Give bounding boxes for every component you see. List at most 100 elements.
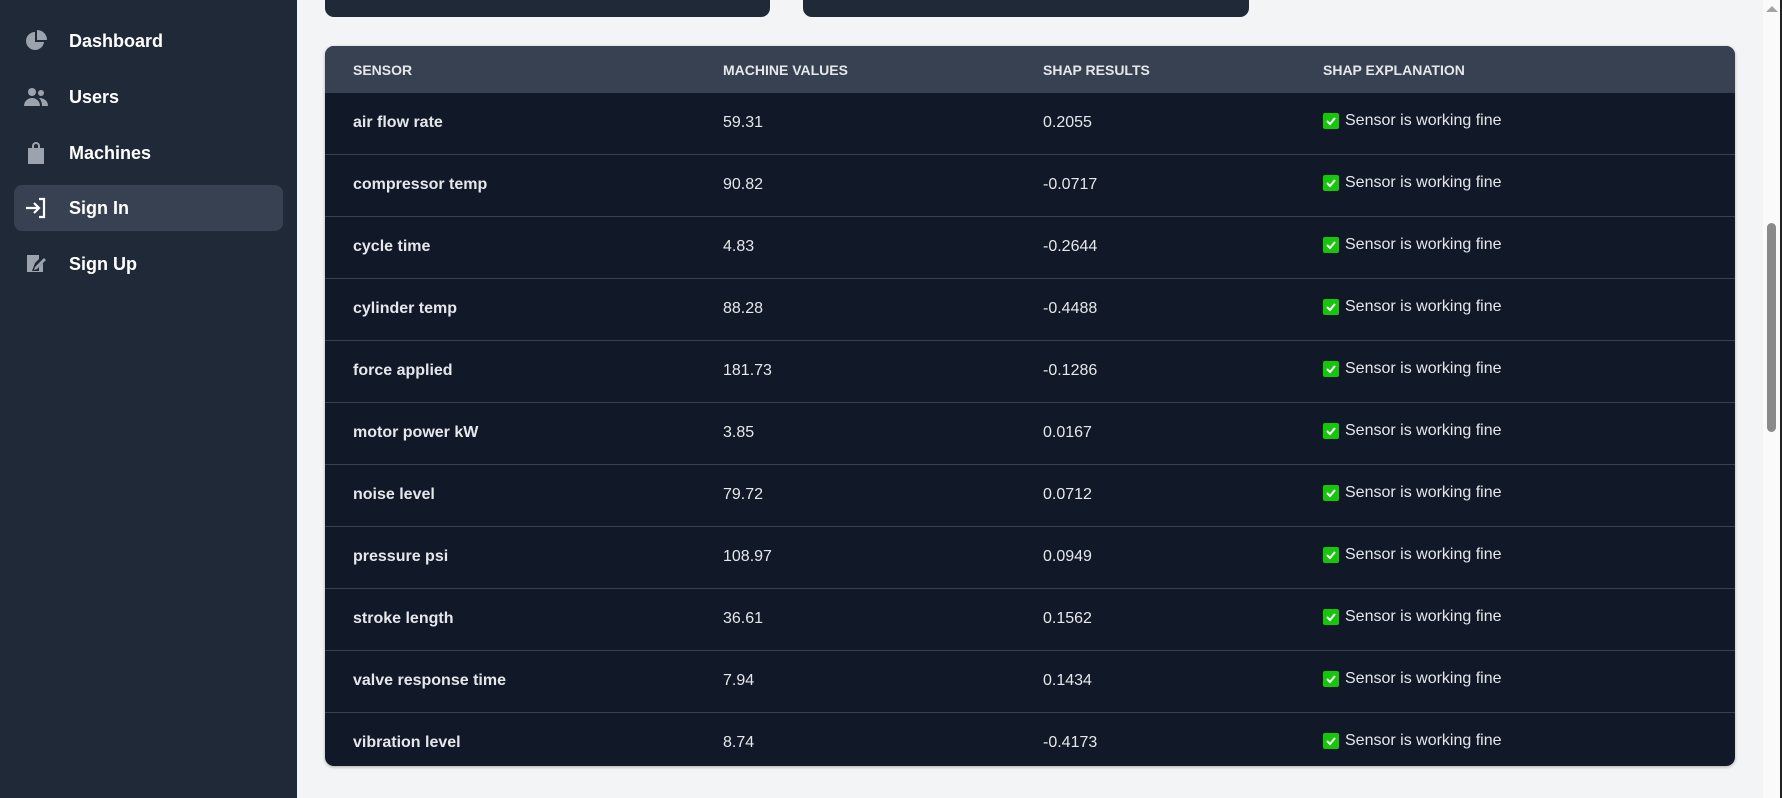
shap-explanation: Sensor is working fine <box>1323 422 1502 440</box>
check-mark-icon <box>1323 113 1339 129</box>
sensor-name: force applied <box>353 362 453 379</box>
sign-in-icon <box>23 195 49 221</box>
shap-explanation: Sensor is working fine <box>1323 670 1502 688</box>
shap-explanation: Sensor is working fine <box>1323 174 1502 192</box>
shap-result: 0.0167 <box>1043 424 1092 441</box>
table-row: valve response time 7.94 0.1434 Sensor is w… <box>325 650 1735 712</box>
shap-explanation: Sensor is working fine <box>1323 360 1502 378</box>
sensor-name: air flow rate <box>353 114 443 131</box>
summary-card <box>803 0 1249 17</box>
sidebar-item-dashboard[interactable]: Dashboard <box>14 18 283 64</box>
check-mark-icon <box>1323 423 1339 439</box>
machine-value: 7.94 <box>723 672 755 689</box>
machine-value: 108.97 <box>723 548 772 565</box>
sidebar-item-label: Machines <box>69 142 152 163</box>
sensor-name: valve response time <box>353 672 506 689</box>
shap-result: 0.2055 <box>1043 114 1092 131</box>
shopping-bag-icon <box>23 140 49 166</box>
explanation-text: Sensor is working fine <box>1345 546 1502 563</box>
shap-result: -0.2644 <box>1043 238 1098 255</box>
machine-value: 79.72 <box>723 486 764 503</box>
explanation-text: Sensor is working fine <box>1345 360 1502 377</box>
table-row: stroke length 36.61 0.1562 Sensor is workin… <box>325 588 1735 650</box>
table-header: SENSOR MACHINE VALUES SHAP RESULTS SHAP … <box>325 46 1735 93</box>
check-mark-icon <box>1323 547 1339 563</box>
sensor-name: cylinder temp <box>353 300 458 317</box>
shap-result: 0.0949 <box>1043 548 1092 565</box>
chart-pie-icon <box>23 28 49 54</box>
sensor-table: SENSOR MACHINE VALUES SHAP RESULTS SHAP … <box>325 46 1735 766</box>
machine-value: 3.85 <box>723 424 755 441</box>
sidebar-item-sign-in[interactable]: Sign In <box>14 185 283 231</box>
table-row: cylinder temp 88.28 -0.4488 Sensor is worki… <box>325 278 1735 340</box>
scrollbar-thumb[interactable] <box>1767 223 1776 432</box>
signature-icon <box>23 251 49 277</box>
header-shap-explanation: SHAP EXPLANATION <box>1323 62 1465 78</box>
header-shap-results: SHAP RESULTS <box>1043 62 1150 78</box>
sidebar-item-label: Users <box>69 86 120 107</box>
sensor-name: compressor temp <box>353 176 488 193</box>
shap-result: -0.1286 <box>1043 362 1098 379</box>
shap-explanation: Sensor is working fine <box>1323 236 1502 254</box>
explanation-text: Sensor is working fine <box>1345 422 1502 439</box>
header-machine-values: MACHINE VALUES <box>723 62 848 78</box>
shap-result: 0.1562 <box>1043 610 1092 627</box>
sidebar-item-label: Sign Up <box>69 253 137 274</box>
shap-result: -0.4488 <box>1043 300 1098 317</box>
shap-explanation: Sensor is working fine <box>1323 298 1502 316</box>
shap-explanation: Sensor is working fine <box>1323 608 1502 626</box>
shap-explanation: Sensor is working fine <box>1323 484 1502 502</box>
machine-value: 90.82 <box>723 176 764 193</box>
check-mark-icon <box>1323 485 1339 501</box>
window-edge <box>1780 0 1782 798</box>
sensor-name: stroke length <box>353 610 454 627</box>
header-sensor: SENSOR <box>353 62 413 78</box>
check-mark-icon <box>1323 299 1339 315</box>
table-row: cycle time 4.83 -0.2644 Sensor is working f… <box>325 216 1735 278</box>
table-row: motor power kW 3.85 0.0167 Sensor is workin… <box>325 402 1735 464</box>
shap-result: 0.0712 <box>1043 486 1092 503</box>
machine-value: 181.73 <box>723 362 772 379</box>
check-mark-icon <box>1323 733 1339 749</box>
explanation-text: Sensor is working fine <box>1345 670 1502 687</box>
explanation-text: Sensor is working fine <box>1345 174 1502 191</box>
sensor-name: cycle time <box>353 238 431 255</box>
shap-explanation: Sensor is working fine <box>1323 112 1502 130</box>
shap-explanation: Sensor is working fine <box>1323 732 1502 750</box>
explanation-text: Sensor is working fine <box>1345 608 1502 625</box>
table-row: pressure psi 108.97 0.0949 Sensor is workin… <box>325 526 1735 588</box>
explanation-text: Sensor is working fine <box>1345 298 1502 315</box>
explanation-text: Sensor is working fine <box>1345 236 1502 253</box>
sensor-name: pressure psi <box>353 548 449 565</box>
sidebar-item-label: Dashboard <box>69 30 164 51</box>
check-mark-icon <box>1323 361 1339 377</box>
table-row: force applied 181.73 -0.1286 Sensor is work… <box>325 340 1735 402</box>
machine-value: 88.28 <box>723 300 764 317</box>
sidebar-item-label: Sign In <box>69 197 129 218</box>
machine-value: 4.83 <box>723 238 755 255</box>
summary-card <box>325 0 770 17</box>
sidebar-item-sign-up[interactable]: Sign Up <box>14 241 283 287</box>
explanation-text: Sensor is working fine <box>1345 484 1502 501</box>
machine-value: 36.61 <box>723 610 764 627</box>
sidebar-item-machines[interactable]: Machines <box>14 130 283 176</box>
sensor-name: vibration level <box>353 734 461 751</box>
explanation-text: Sensor is working fine <box>1345 732 1502 749</box>
shap-result: -0.0717 <box>1043 176 1098 193</box>
check-mark-icon <box>1323 671 1339 687</box>
check-mark-icon <box>1323 175 1339 191</box>
table-row: compressor temp 90.82 -0.0717 Sensor is wor… <box>325 154 1735 216</box>
sensor-name: noise level <box>353 486 435 503</box>
table-row: vibration level 8.74 -0.4173 Sensor is work… <box>325 712 1735 766</box>
table-row: noise level 79.72 0.0712 Sensor is working … <box>325 464 1735 526</box>
table-row: air flow rate 59.31 0.2055 Sensor is workin… <box>325 93 1735 154</box>
shap-explanation: Sensor is working fine <box>1323 546 1502 564</box>
shap-result: 0.1434 <box>1043 672 1092 689</box>
sidebar-item-users[interactable]: Users <box>14 74 283 120</box>
check-mark-icon <box>1323 237 1339 253</box>
scroll-up-arrow-icon[interactable] <box>1766 6 1778 12</box>
machine-value: 59.31 <box>723 114 764 131</box>
sensor-name: motor power kW <box>353 424 479 441</box>
shap-result: -0.4173 <box>1043 734 1098 751</box>
users-icon <box>23 84 49 110</box>
